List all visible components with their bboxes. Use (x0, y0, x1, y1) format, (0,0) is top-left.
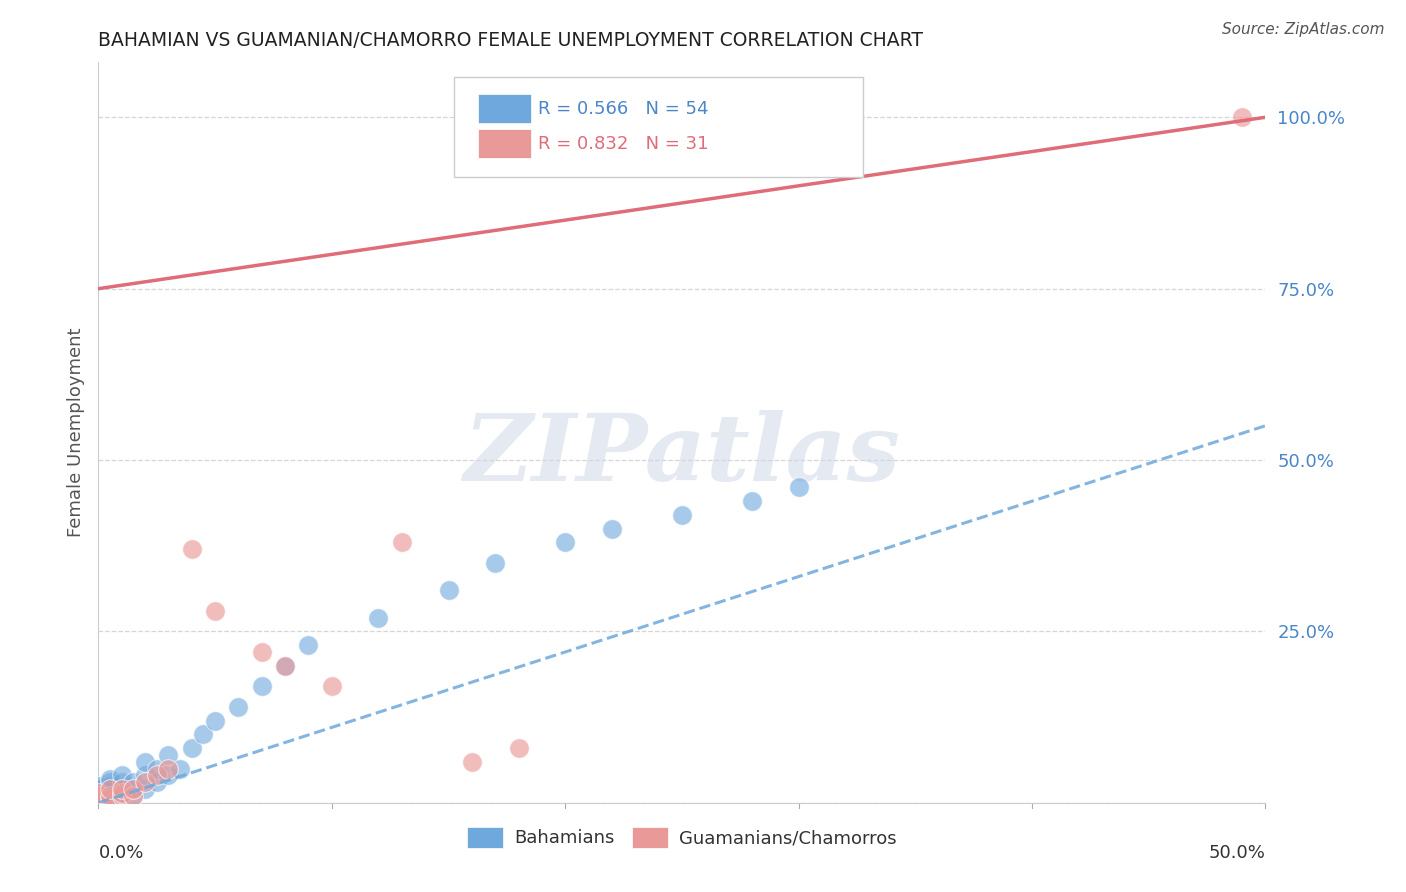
Text: R = 0.566   N = 54: R = 0.566 N = 54 (538, 100, 709, 118)
Point (111, 768, 134, 782)
Point (367, 610, 389, 624)
Text: Source: ZipAtlas.com: Source: ZipAtlas.com (1222, 22, 1385, 37)
Point (554, 535, 576, 549)
Point (146, 762, 169, 776)
FancyBboxPatch shape (478, 129, 531, 158)
Point (87, 796, 110, 810)
Point (87, 779, 110, 793)
Point (508, 741, 530, 756)
Point (87, 792, 110, 806)
Text: 50.0%: 50.0% (1209, 844, 1265, 862)
Point (98, 796, 121, 810)
Point (157, 762, 180, 776)
Point (87, 796, 110, 810)
Point (741, 494, 763, 508)
Point (204, 604, 226, 618)
Point (157, 768, 180, 782)
Point (87, 796, 110, 810)
Point (122, 789, 145, 803)
Point (111, 782, 134, 797)
Point (134, 775, 156, 789)
Point (484, 556, 506, 570)
Point (87, 796, 110, 810)
Point (98, 772, 121, 786)
Point (1230, 110, 1253, 124)
Point (87, 796, 110, 810)
Point (122, 789, 145, 803)
Point (98, 782, 121, 797)
Point (98, 796, 121, 810)
Point (228, 699, 250, 714)
Point (250, 645, 273, 659)
Text: ZIPatlas: ZIPatlas (464, 409, 900, 500)
Text: 0.0%: 0.0% (98, 844, 143, 862)
FancyBboxPatch shape (478, 95, 531, 123)
Point (87, 782, 110, 797)
Point (87, 796, 110, 810)
Point (134, 755, 156, 769)
Point (169, 762, 191, 776)
Point (87, 785, 110, 799)
Point (87, 785, 110, 799)
Point (87, 796, 110, 810)
Point (98, 782, 121, 797)
Point (87, 796, 110, 810)
Point (180, 542, 202, 557)
Point (87, 792, 110, 806)
Point (134, 768, 156, 782)
Point (87, 796, 110, 810)
Point (87, 789, 110, 803)
Point (98, 779, 121, 793)
Point (437, 583, 460, 598)
Y-axis label: Female Unemployment: Female Unemployment (66, 328, 84, 537)
Point (98, 792, 121, 806)
Point (87, 789, 110, 803)
Point (157, 747, 180, 762)
Point (87, 789, 110, 803)
Point (98, 789, 121, 803)
Point (787, 480, 810, 494)
Text: R = 0.832   N = 31: R = 0.832 N = 31 (538, 135, 709, 153)
Point (111, 789, 134, 803)
Point (391, 535, 413, 549)
Point (111, 775, 134, 789)
Point (274, 658, 297, 673)
Point (274, 658, 297, 673)
Point (87, 792, 110, 806)
Point (204, 714, 226, 728)
FancyBboxPatch shape (454, 78, 863, 178)
Text: BAHAMIAN VS GUAMANIAN/CHAMORRO FEMALE UNEMPLOYMENT CORRELATION CHART: BAHAMIAN VS GUAMANIAN/CHAMORRO FEMALE UN… (98, 30, 924, 50)
Point (87, 796, 110, 810)
Point (87, 796, 110, 810)
Point (98, 792, 121, 806)
Point (111, 789, 134, 803)
Legend: Bahamians, Guamanians/Chamorros: Bahamians, Guamanians/Chamorros (458, 818, 905, 856)
Point (250, 679, 273, 693)
Point (98, 785, 121, 799)
Point (461, 755, 484, 769)
Point (87, 789, 110, 803)
Point (146, 775, 169, 789)
Point (122, 782, 145, 797)
Point (180, 741, 202, 756)
Point (321, 679, 343, 693)
Point (87, 785, 110, 799)
Point (671, 508, 693, 522)
Point (193, 727, 215, 741)
Point (600, 522, 623, 536)
Point (111, 796, 134, 810)
Point (146, 768, 169, 782)
Point (98, 789, 121, 803)
Point (98, 775, 121, 789)
Point (111, 785, 134, 799)
Point (122, 775, 145, 789)
Point (87, 782, 110, 797)
Point (111, 782, 134, 797)
Point (134, 782, 156, 797)
Point (122, 782, 145, 797)
Point (87, 792, 110, 806)
Point (297, 638, 319, 652)
